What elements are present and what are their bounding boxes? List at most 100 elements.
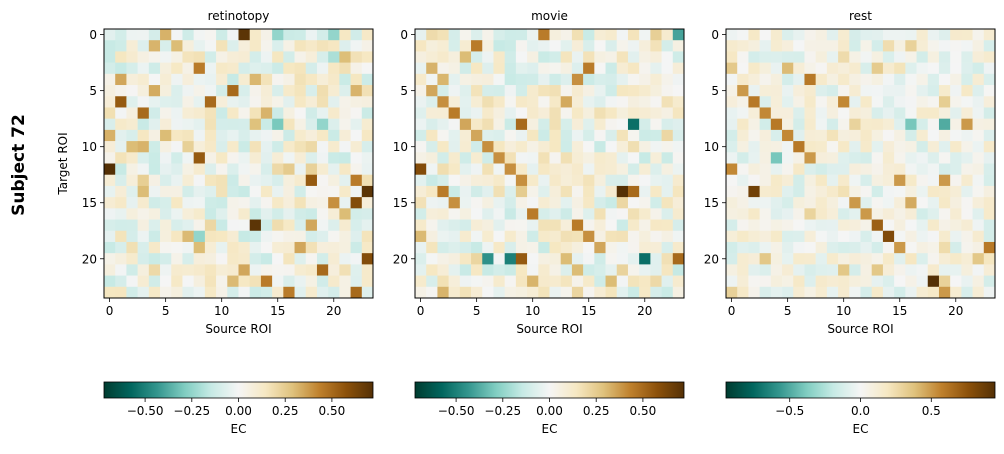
- heatmap-cell: [249, 219, 262, 232]
- heatmap-cell: [983, 275, 996, 288]
- heatmap-cell: [838, 163, 850, 176]
- heatmap-cell: [804, 118, 816, 131]
- heatmap-cell: [182, 29, 194, 41]
- heatmap-cell: [860, 185, 873, 198]
- heatmap-cell: [838, 129, 850, 142]
- heatmap-cell: [115, 51, 127, 63]
- heatmap-cell: [471, 29, 483, 41]
- heatmap-cell: [849, 141, 861, 153]
- heatmap-cell: [748, 286, 760, 299]
- heatmap-cell: [504, 208, 517, 220]
- heatmap-cell: [504, 241, 517, 254]
- heatmap-cell: [860, 152, 873, 164]
- heatmap-cell: [204, 51, 217, 63]
- heatmap-cell: [826, 62, 839, 75]
- colorbar: −0.5 0.0 0.5EC: [725, 381, 996, 436]
- heatmap-cell: [770, 141, 783, 153]
- heatmap-cell: [616, 73, 629, 86]
- heatmap-cell: [804, 85, 816, 97]
- heatmap-cell: [905, 163, 917, 176]
- heatmap-cell: [672, 141, 685, 153]
- heatmap-cell: [627, 141, 640, 153]
- heatmap-cell: [115, 129, 127, 142]
- heatmap-cell: [927, 264, 940, 276]
- heatmap-cell: [748, 197, 760, 209]
- heatmap-cell: [115, 174, 127, 187]
- heatmap-cell: [361, 118, 374, 131]
- heatmap-cell: [515, 275, 528, 288]
- heatmap-cell: [515, 29, 528, 41]
- heatmap-cell: [748, 253, 760, 265]
- heatmap-cell: [972, 73, 985, 86]
- heatmap-cell: [126, 286, 138, 299]
- heatmap-cell: [650, 107, 662, 119]
- colorbar-tick-label: 0.00: [536, 404, 563, 418]
- heatmap-cell: [927, 73, 940, 86]
- x-tick-label: 10: [214, 304, 229, 318]
- heatmap-cell: [426, 163, 438, 176]
- heatmap-cell: [860, 197, 873, 209]
- heatmap-cell: [627, 29, 640, 41]
- heatmap-cell: [361, 253, 374, 265]
- heatmap-cell: [950, 29, 962, 41]
- colorbar-tick-label: 0.50: [630, 404, 657, 418]
- heatmap-cell: [894, 163, 906, 176]
- x-axis-label: Source ROI: [205, 322, 271, 336]
- heatmap-cell: [448, 241, 461, 254]
- heatmap-cell: [182, 40, 194, 52]
- heatmap-cell: [594, 174, 606, 187]
- heatmap-cell: [515, 264, 528, 276]
- heatmap-cell: [538, 230, 550, 243]
- heatmap-cell: [782, 29, 794, 41]
- heatmap-cell: [339, 241, 351, 254]
- panel-title: rest: [849, 9, 872, 23]
- heatmap-cell: [426, 174, 438, 187]
- heatmap-cell: [137, 40, 150, 52]
- heatmap-cell: [972, 51, 985, 63]
- heatmap-cell: [328, 118, 340, 131]
- heatmap-cell: [415, 241, 427, 254]
- heatmap-cell: [905, 40, 917, 52]
- heatmap-cell: [126, 96, 138, 108]
- heatmap-cell: [838, 141, 850, 153]
- heatmap-cell: [316, 185, 329, 198]
- heatmap-cell: [104, 174, 116, 187]
- heatmap-cell: [426, 107, 438, 119]
- heatmap-cell: [471, 85, 483, 97]
- heatmap-cell: [305, 73, 318, 86]
- heatmap-cell: [238, 208, 251, 220]
- heatmap-cell: [305, 107, 318, 119]
- heatmap-cell: [838, 264, 850, 276]
- x-tick-label: 0: [106, 304, 114, 318]
- heatmap-cell: [238, 197, 251, 209]
- heatmap-cell: [583, 118, 595, 131]
- heatmap-cell: [459, 264, 472, 276]
- heatmap-cell: [126, 85, 138, 97]
- heatmap-cell: [448, 264, 461, 276]
- heatmap-cell: [426, 85, 438, 97]
- x-axis-label: Source ROI: [516, 322, 582, 336]
- heatmap-cell: [283, 174, 295, 187]
- heatmap-cell: [193, 118, 206, 131]
- heatmap-cell: [804, 174, 816, 187]
- heatmap-cell: [894, 85, 906, 97]
- heatmap-cell: [560, 152, 573, 164]
- heatmap-cell: [871, 286, 884, 299]
- heatmap-cell: [249, 62, 262, 75]
- heatmap-cell: [527, 141, 539, 153]
- heatmap-cell: [437, 152, 449, 164]
- heatmap-cell: [238, 129, 251, 142]
- heatmap-cell: [793, 107, 805, 119]
- heatmap-cell: [639, 275, 651, 288]
- heatmap-cell: [283, 219, 295, 232]
- heatmap-cell: [616, 107, 629, 119]
- heatmap-cell: [504, 96, 517, 108]
- heatmap-cell: [160, 141, 172, 153]
- heatmap-cell: [104, 208, 116, 220]
- heatmap-cell: [204, 185, 217, 198]
- heatmap-cell: [238, 264, 251, 276]
- heatmap-cell: [627, 264, 640, 276]
- heatmap-cell: [627, 129, 640, 142]
- heatmap-cell: [661, 29, 674, 41]
- heatmap-cell: [137, 141, 150, 153]
